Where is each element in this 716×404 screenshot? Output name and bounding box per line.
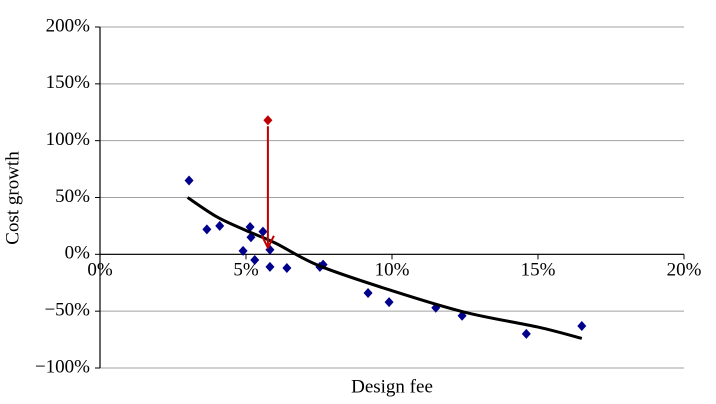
data-point (202, 224, 212, 235)
data-point (258, 226, 268, 237)
y-tick-label: −50% (44, 300, 90, 321)
data-point (238, 245, 248, 256)
y-tick-label: 150% (46, 72, 91, 93)
y-tick-label: 200% (46, 15, 91, 36)
y-tick-label: 100% (46, 129, 91, 150)
y-tick-label: 0% (65, 243, 91, 264)
data-point (263, 115, 273, 126)
x-axis-label: Design fee (351, 376, 433, 397)
data-point (282, 262, 292, 273)
data-point (265, 261, 275, 272)
data-point (577, 320, 587, 331)
x-tick-label: 0% (87, 260, 113, 281)
y-axis-label: Cost growth (2, 151, 23, 245)
data-point (250, 255, 260, 266)
y-tick-label: 50% (55, 186, 90, 207)
y-tick-label: −100% (35, 356, 90, 377)
data-point (184, 175, 194, 186)
arrow-head (261, 235, 275, 251)
x-tick-label: 10% (375, 260, 410, 281)
trend-line (186, 196, 583, 340)
data-point (521, 328, 531, 339)
x-tick-label: 5% (233, 260, 259, 281)
data-point (363, 287, 373, 298)
x-tick-label: 15% (521, 260, 556, 281)
data-point (245, 222, 255, 233)
data-point (215, 220, 225, 231)
x-tick-label: 20% (667, 260, 702, 281)
data-point (384, 297, 394, 308)
